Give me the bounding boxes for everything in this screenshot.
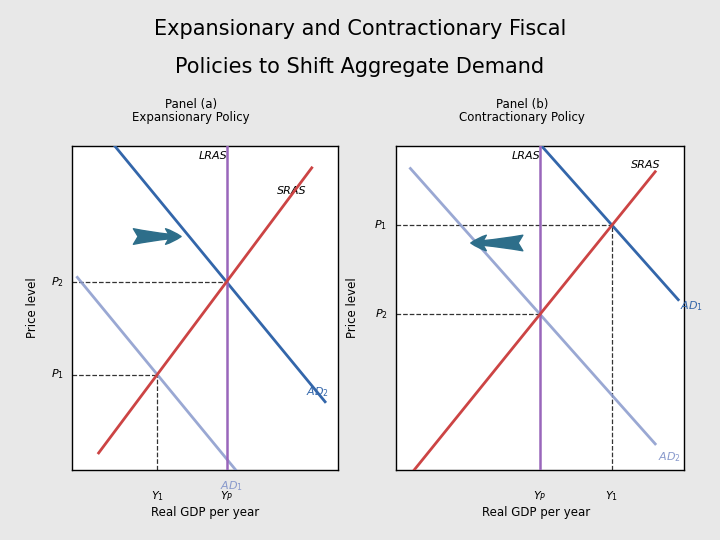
Text: $P_1$: $P_1$ [51,368,64,381]
Text: $P_2$: $P_2$ [51,275,64,289]
Text: $Y_1$: $Y_1$ [150,489,163,503]
Text: $AD_1$: $AD_1$ [680,299,703,313]
Text: $P_2$: $P_2$ [374,307,387,321]
Text: LRAS: LRAS [199,151,228,161]
Text: SRAS: SRAS [276,186,307,197]
Text: $Y_P$: $Y_P$ [534,489,546,503]
Text: $AD_2$: $AD_2$ [307,385,329,399]
Text: Price level: Price level [25,278,39,338]
Text: $AD_1$: $AD_1$ [220,479,243,493]
Text: LRAS: LRAS [511,151,540,161]
Text: Expansionary and Contractionary Fiscal: Expansionary and Contractionary Fiscal [154,19,566,39]
Text: $P_1$: $P_1$ [374,218,387,232]
Text: $AD_2$: $AD_2$ [658,450,681,464]
Text: Real GDP per year: Real GDP per year [482,505,590,519]
Text: Policies to Shift Aggregate Demand: Policies to Shift Aggregate Demand [176,57,544,77]
Text: $Y_1$: $Y_1$ [606,489,618,503]
Text: SRAS: SRAS [631,160,661,171]
Text: Price level: Price level [346,278,359,338]
Text: Panel (a): Panel (a) [165,98,217,111]
Text: Expansionary Policy: Expansionary Policy [132,111,250,125]
Text: $Y_P$: $Y_P$ [220,489,233,503]
Text: Contractionary Policy: Contractionary Policy [459,111,585,125]
Text: Real GDP per year: Real GDP per year [151,505,259,519]
Text: Panel (b): Panel (b) [496,98,548,111]
